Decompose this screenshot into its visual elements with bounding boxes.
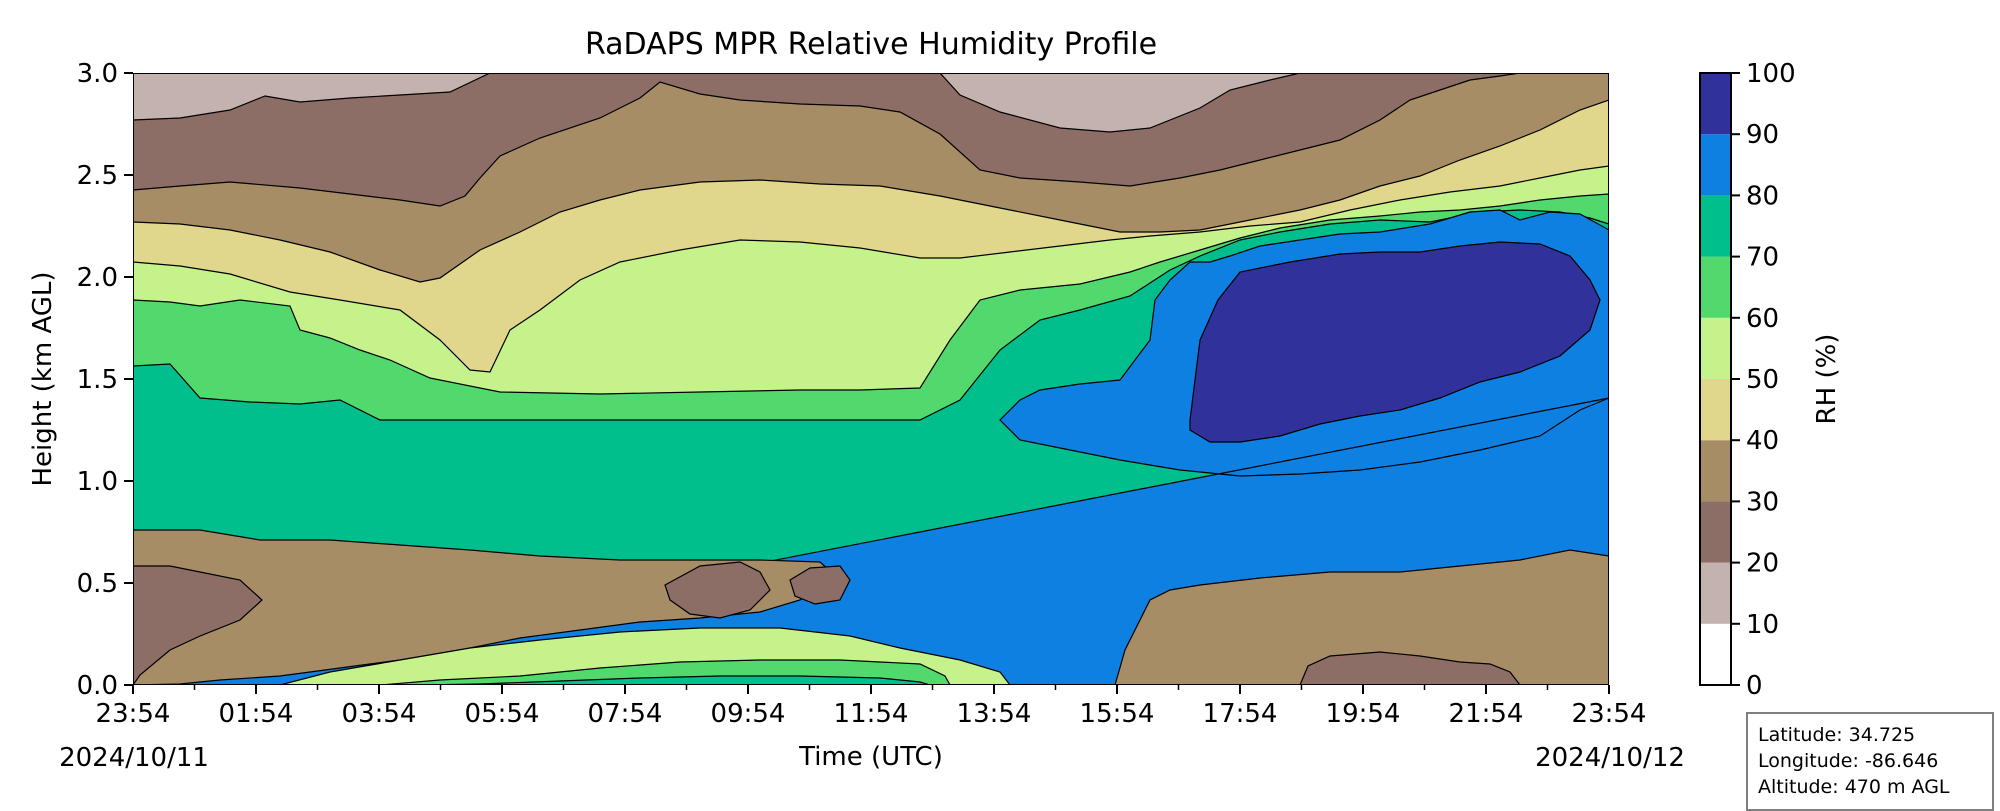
colorbar-tick-label: 0 <box>1746 671 1763 701</box>
colorbar-tick-label: 40 <box>1746 426 1779 456</box>
x-tick-label: 03:54 <box>342 699 417 729</box>
x-tick-label: 01:54 <box>219 699 294 729</box>
colorbar-swatch <box>1700 256 1731 318</box>
x-tick-label: 17:54 <box>1203 699 1278 729</box>
band-rh-lower-brown-left <box>133 565 263 685</box>
y-tick-label: 2.5 <box>77 161 118 191</box>
start-date-label: 2024/10/11 <box>59 743 209 773</box>
colorbar-tick-label: 80 <box>1746 181 1779 211</box>
x-tick-label: 15:54 <box>1080 699 1155 729</box>
band-rh-90-100 <box>1189 241 1601 443</box>
y-tick-label: 0.5 <box>77 569 118 599</box>
y-tick-label: 2.0 <box>77 263 118 293</box>
colorbar-label: RH (%) <box>1812 334 1842 425</box>
colorbar-swatch <box>1700 379 1731 441</box>
colorbar-tick-label: 60 <box>1746 304 1779 334</box>
x-axis-label: Time (UTC) <box>798 742 943 772</box>
band-rh-lower-moist3 <box>419 675 931 685</box>
station-info-box: Latitude: 34.725 Longitude: -86.646 Alti… <box>1746 712 1994 811</box>
longitude-text: Longitude: -86.646 <box>1758 750 1939 772</box>
colorbar-swatch <box>1700 562 1731 624</box>
x-tick-label: 23:54 <box>96 699 171 729</box>
x-tick-label: 11:54 <box>834 699 909 729</box>
colorbar-ticks: 0 10 20 30 40 50 60 70 80 90 100 <box>1731 59 1796 701</box>
y-tick-label: 1.5 <box>77 365 118 395</box>
x-axis: 23:54 01:54 03:54 05:54 07:54 09:54 11:54 13:54… <box>96 685 1647 729</box>
y-axis: 0.0 0.5 1.0 1.5 2.0 2.5 3.0 <box>77 59 133 701</box>
colorbar-tick-label: 50 <box>1746 365 1779 395</box>
band-rh-lower-right <box>1114 549 1609 685</box>
colorbar-swatch <box>1700 440 1731 502</box>
x-tick-label: 05:54 <box>465 699 540 729</box>
colorbar-tick-label: 100 <box>1746 59 1796 89</box>
band-rh-lower-right-brown <box>1299 651 1521 685</box>
colorbar-swatch <box>1700 73 1731 135</box>
x-tick-label: 23:54 <box>1572 699 1647 729</box>
y-axis-label: Height (km AGL) <box>28 271 58 486</box>
x-tick-label: 07:54 <box>588 699 663 729</box>
x-tick-label: 13:54 <box>957 699 1032 729</box>
y-tick-label: 3.0 <box>77 59 118 89</box>
colorbar-swatch <box>1700 501 1731 563</box>
colorbar-swatch <box>1700 623 1731 685</box>
end-date-label: 2024/10/12 <box>1535 743 1685 773</box>
altitude-text: Altitude: 470 m AGL <box>1758 776 1950 798</box>
colorbar-tick-label: 30 <box>1746 487 1779 517</box>
plot-area <box>133 73 1609 685</box>
x-tick-label: 19:54 <box>1326 699 1401 729</box>
colorbar-tick-label: 20 <box>1746 549 1779 579</box>
band-rh-brown-blob2 <box>789 565 851 605</box>
colorbar <box>1700 73 1731 685</box>
y-tick-label: 1.0 <box>77 467 118 497</box>
chart-title: RaDAPS MPR Relative Humidity Profile <box>585 27 1157 62</box>
colorbar-tick-label: 90 <box>1746 120 1779 150</box>
colorbar-swatch <box>1700 134 1731 196</box>
colorbar-tick-label: 70 <box>1746 243 1779 273</box>
latitude-text: Latitude: 34.725 <box>1758 724 1916 746</box>
x-tick-label: 21:54 <box>1449 699 1524 729</box>
colorbar-swatch <box>1700 317 1731 379</box>
x-tick-label: 09:54 <box>711 699 786 729</box>
colorbar-tick-label: 10 <box>1746 610 1779 640</box>
band-rh-brown-blob <box>664 561 771 619</box>
y-tick-label: 0.0 <box>77 671 118 701</box>
colorbar-swatch <box>1700 195 1731 257</box>
